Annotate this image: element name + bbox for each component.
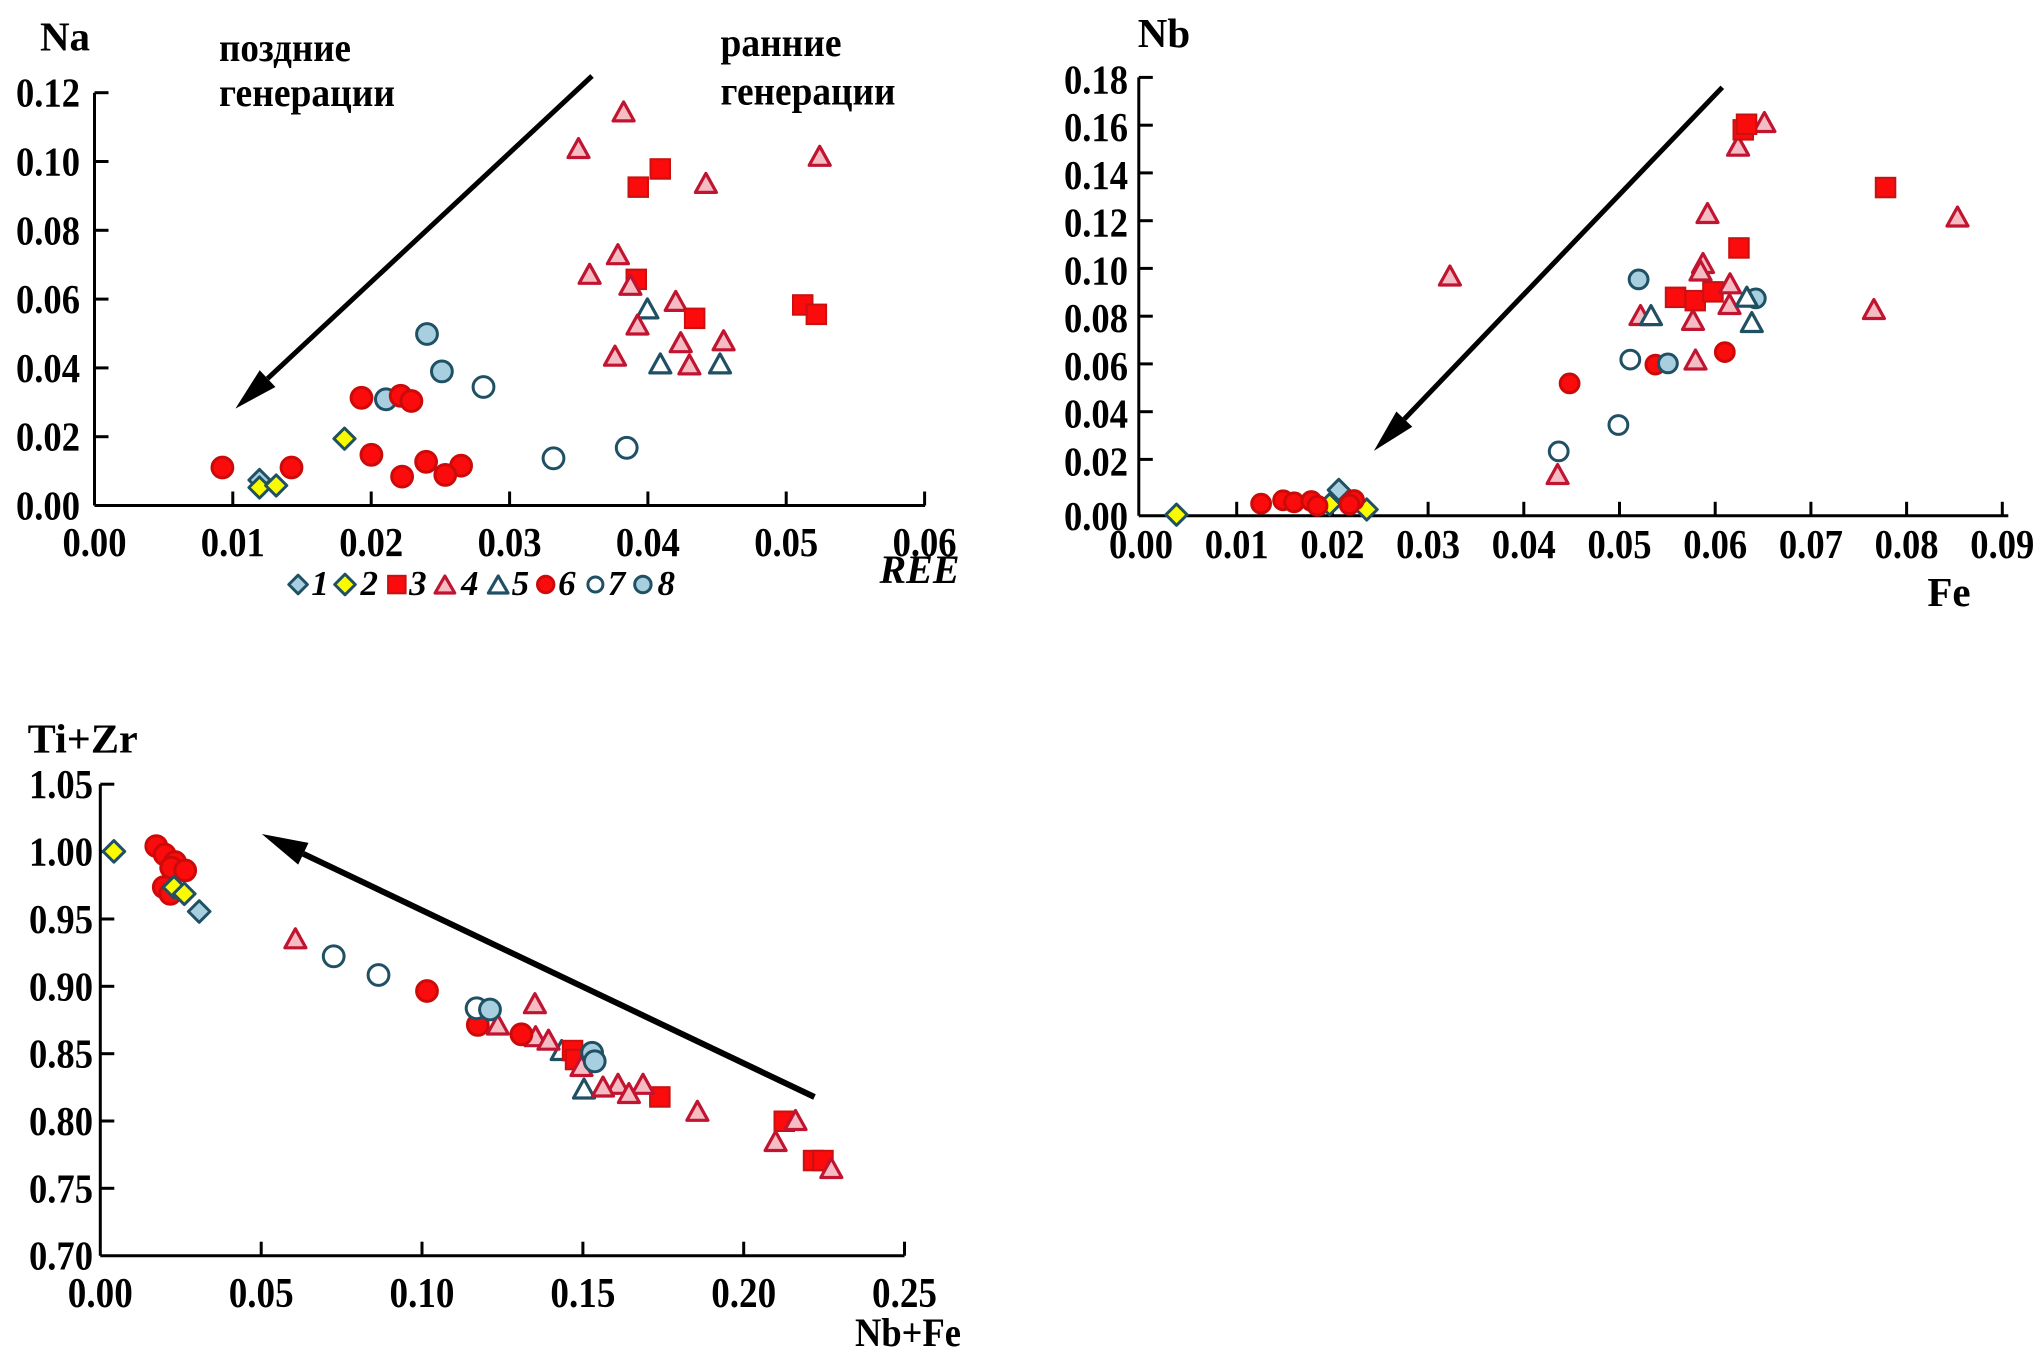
- svg-text:0.06: 0.06: [1683, 521, 1747, 567]
- svg-text:0.02: 0.02: [1064, 438, 1128, 484]
- svg-text:Ti+Zr: Ti+Zr: [28, 716, 138, 762]
- svg-text:0.03: 0.03: [1396, 521, 1460, 567]
- svg-text:2: 2: [360, 564, 379, 603]
- svg-text:1: 1: [311, 564, 329, 603]
- svg-text:0.80: 0.80: [29, 1098, 93, 1144]
- svg-text:0.00: 0.00: [1109, 521, 1173, 567]
- svg-text:0.08: 0.08: [1875, 521, 1939, 567]
- svg-text:0.04: 0.04: [16, 345, 80, 391]
- svg-text:REE: REE: [878, 547, 959, 592]
- svg-text:0.06: 0.06: [1064, 343, 1128, 389]
- svg-text:0.06: 0.06: [16, 276, 80, 322]
- svg-text:0.08: 0.08: [16, 207, 80, 253]
- svg-text:0.25: 0.25: [872, 1271, 937, 1317]
- svg-text:Na: Na: [40, 14, 90, 60]
- svg-text:0.10: 0.10: [390, 1271, 455, 1317]
- svg-text:7: 7: [608, 564, 627, 603]
- svg-text:0.10: 0.10: [1064, 247, 1128, 293]
- svg-text:0.70: 0.70: [29, 1233, 93, 1279]
- svg-text:0.00: 0.00: [63, 519, 127, 565]
- svg-text:0.04: 0.04: [1064, 391, 1128, 437]
- svg-text:0.18: 0.18: [1064, 56, 1128, 102]
- svg-text:0.00: 0.00: [16, 483, 80, 529]
- svg-text:0.05: 0.05: [229, 1271, 294, 1317]
- svg-text:Fe: Fe: [1927, 569, 1970, 615]
- svg-text:Nb+Fe: Nb+Fe: [855, 1310, 961, 1355]
- svg-text:генерации: генерации: [219, 70, 395, 115]
- svg-text:0.00: 0.00: [1064, 493, 1128, 539]
- svg-text:1.00: 1.00: [29, 829, 93, 875]
- svg-text:поздние: поздние: [219, 25, 351, 70]
- svg-text:0.01: 0.01: [201, 519, 265, 565]
- svg-text:0.02: 0.02: [16, 414, 80, 460]
- svg-text:0.06: 0.06: [893, 519, 957, 565]
- svg-text:4: 4: [460, 564, 479, 603]
- svg-text:0.05: 0.05: [1588, 521, 1652, 567]
- svg-text:0.90: 0.90: [29, 963, 93, 1009]
- svg-text:0.20: 0.20: [711, 1271, 776, 1317]
- svg-text:0.12: 0.12: [1064, 200, 1128, 246]
- svg-text:5: 5: [512, 564, 530, 603]
- svg-text:0.12: 0.12: [16, 70, 80, 116]
- svg-text:0.04: 0.04: [1492, 521, 1556, 567]
- svg-text:генерации: генерации: [721, 69, 896, 114]
- svg-text:0.00: 0.00: [68, 1271, 133, 1317]
- svg-text:0.05: 0.05: [754, 519, 818, 565]
- svg-text:0.16: 0.16: [1064, 104, 1128, 150]
- svg-text:0.75: 0.75: [29, 1165, 93, 1211]
- svg-text:0.04: 0.04: [616, 519, 680, 565]
- svg-text:0.01: 0.01: [1205, 521, 1269, 567]
- svg-text:8: 8: [657, 564, 675, 603]
- svg-text:1.05: 1.05: [29, 761, 93, 807]
- svg-text:0.14: 0.14: [1064, 152, 1128, 198]
- svg-text:0.03: 0.03: [478, 519, 542, 565]
- svg-text:0.15: 0.15: [550, 1271, 615, 1317]
- svg-text:6: 6: [558, 564, 576, 603]
- svg-text:ранние: ранние: [721, 20, 842, 65]
- svg-text:0.02: 0.02: [1300, 521, 1364, 567]
- svg-text:0.95: 0.95: [29, 896, 93, 942]
- svg-text:0.10: 0.10: [16, 139, 80, 185]
- svg-text:3: 3: [408, 564, 427, 603]
- svg-text:0.02: 0.02: [339, 519, 403, 565]
- svg-text:0.09: 0.09: [1970, 521, 2034, 567]
- svg-text:0.07: 0.07: [1779, 521, 1843, 567]
- svg-text:0.85: 0.85: [29, 1031, 93, 1077]
- svg-text:Nb: Nb: [1138, 10, 1190, 56]
- svg-text:0.08: 0.08: [1064, 295, 1128, 341]
